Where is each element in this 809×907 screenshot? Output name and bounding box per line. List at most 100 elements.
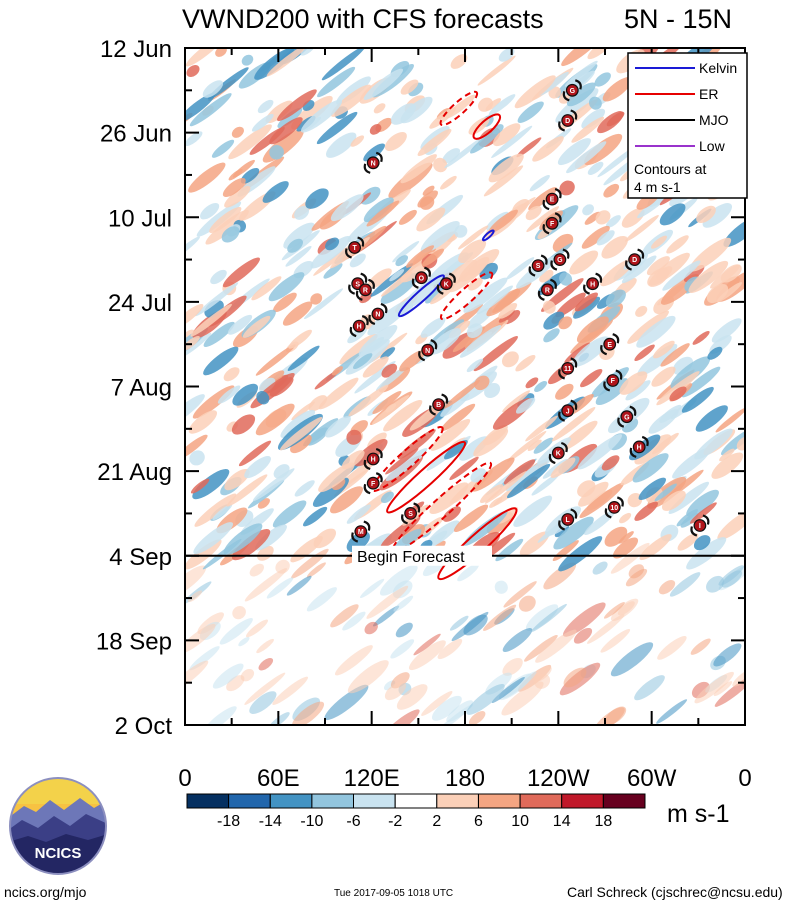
anomaly-patch — [185, 565, 207, 598]
storm-marker: H — [629, 435, 649, 458]
anomaly-patch — [185, 92, 216, 123]
anomaly-patch — [393, 595, 414, 612]
anomaly-patch — [525, 415, 558, 442]
storm-dot — [565, 83, 579, 97]
storm-dot — [545, 192, 559, 206]
anomaly-patch — [524, 634, 558, 662]
storm-swirl-icon — [617, 405, 637, 428]
anomaly-patch — [528, 187, 557, 211]
storm-swirl-icon — [418, 339, 438, 362]
anomaly-patch — [587, 614, 625, 644]
anomaly-patch — [251, 114, 274, 132]
anomaly-patch — [420, 317, 446, 338]
anomaly-patch — [434, 704, 474, 725]
storm-label: N — [371, 160, 376, 167]
anomaly-patch — [417, 128, 452, 157]
anomaly-patch — [488, 94, 516, 116]
anomaly-patch — [205, 209, 249, 245]
colorbar-tick-label: 2 — [432, 813, 441, 830]
anomaly-patch — [437, 638, 463, 660]
storm-marker: R — [537, 278, 557, 301]
x-tick-label: 60W — [627, 765, 677, 792]
x-tick-label: 0 — [738, 765, 751, 792]
anomaly-patch — [502, 627, 533, 653]
anomaly-patch — [266, 577, 294, 599]
anomaly-patch — [595, 210, 611, 225]
storm-swirl-icon — [401, 502, 421, 525]
anomaly-patch — [306, 587, 337, 612]
anomaly-patch — [219, 618, 253, 645]
anomaly-patch — [658, 580, 676, 595]
storm-swirl-icon — [351, 520, 371, 543]
anomaly-patch — [507, 463, 551, 499]
anomaly-patch — [557, 138, 591, 166]
anomaly-patch — [446, 700, 473, 722]
colorbar-swatch — [311, 793, 354, 809]
anomaly-patch — [621, 208, 645, 228]
anomaly-patch — [695, 405, 728, 432]
anomaly-patch — [224, 186, 251, 208]
anomaly-patch — [468, 711, 486, 725]
anomaly-patch — [720, 264, 742, 283]
anomaly-patch — [488, 153, 524, 183]
storm-dot — [371, 307, 385, 321]
anomaly-patch — [449, 263, 486, 293]
anomaly-patch — [325, 132, 357, 158]
anomaly-patch — [211, 139, 235, 158]
anomaly-patch — [604, 526, 628, 547]
anomaly-patch — [539, 269, 554, 283]
anomaly-patch — [610, 542, 650, 574]
anomaly-patch — [273, 292, 297, 313]
anomaly-patch — [555, 292, 586, 318]
anomaly-patch — [285, 245, 312, 267]
anomaly-patch — [363, 68, 404, 100]
anomaly-patch — [185, 660, 209, 693]
storm-marker: E — [600, 333, 620, 356]
storm-label: H — [637, 445, 642, 452]
colorbar-tick-label: 6 — [474, 813, 483, 830]
storm-dot — [553, 253, 567, 267]
anomaly-patch — [429, 328, 462, 355]
anomaly-patch — [190, 303, 232, 337]
anomaly-patch — [342, 611, 366, 631]
footer-url[interactable]: ncics.org/mjo — [4, 884, 87, 900]
anomaly-patch — [713, 643, 742, 667]
anomaly-patch — [384, 131, 407, 152]
anomaly-patch — [189, 450, 205, 466]
anomaly-patch — [634, 675, 665, 701]
anomaly-patch — [473, 428, 509, 457]
storm-dot — [632, 440, 646, 454]
anomaly-patch — [534, 380, 548, 393]
anomaly-patch — [334, 645, 373, 676]
anomaly-patch — [513, 495, 553, 528]
anomaly-patch — [451, 611, 489, 642]
anomaly-patch — [503, 581, 537, 608]
storm-marker: K — [436, 272, 456, 295]
anomaly-patch — [310, 235, 351, 269]
anomaly-patch — [308, 395, 328, 412]
anomaly-patch — [185, 623, 216, 654]
anomaly-patch — [498, 48, 515, 62]
anomaly-patch — [716, 282, 743, 303]
anomaly-patch — [246, 619, 268, 638]
storm-label: F — [371, 481, 376, 488]
anomaly-patch — [408, 640, 446, 671]
anomaly-patch — [492, 281, 532, 313]
anomaly-patch — [185, 539, 222, 570]
anomaly-patch — [431, 695, 462, 721]
colorbar-tick-label: -10 — [300, 813, 323, 830]
storm-marker: K — [548, 441, 568, 465]
anomaly-patch — [494, 580, 508, 594]
anomaly-patch — [559, 420, 598, 451]
storm-marker: M — [351, 520, 371, 543]
anomaly-patch — [602, 76, 633, 102]
anomaly-patch — [346, 429, 362, 445]
anomaly-patch — [232, 383, 259, 406]
anomaly-patch — [231, 528, 271, 561]
anomaly-patch — [661, 490, 686, 511]
anomaly-patch — [601, 455, 620, 471]
anomaly-patch — [702, 203, 733, 228]
anomaly-patch — [525, 604, 559, 631]
anomaly-patch — [681, 366, 721, 398]
anomaly-patch — [719, 448, 735, 462]
